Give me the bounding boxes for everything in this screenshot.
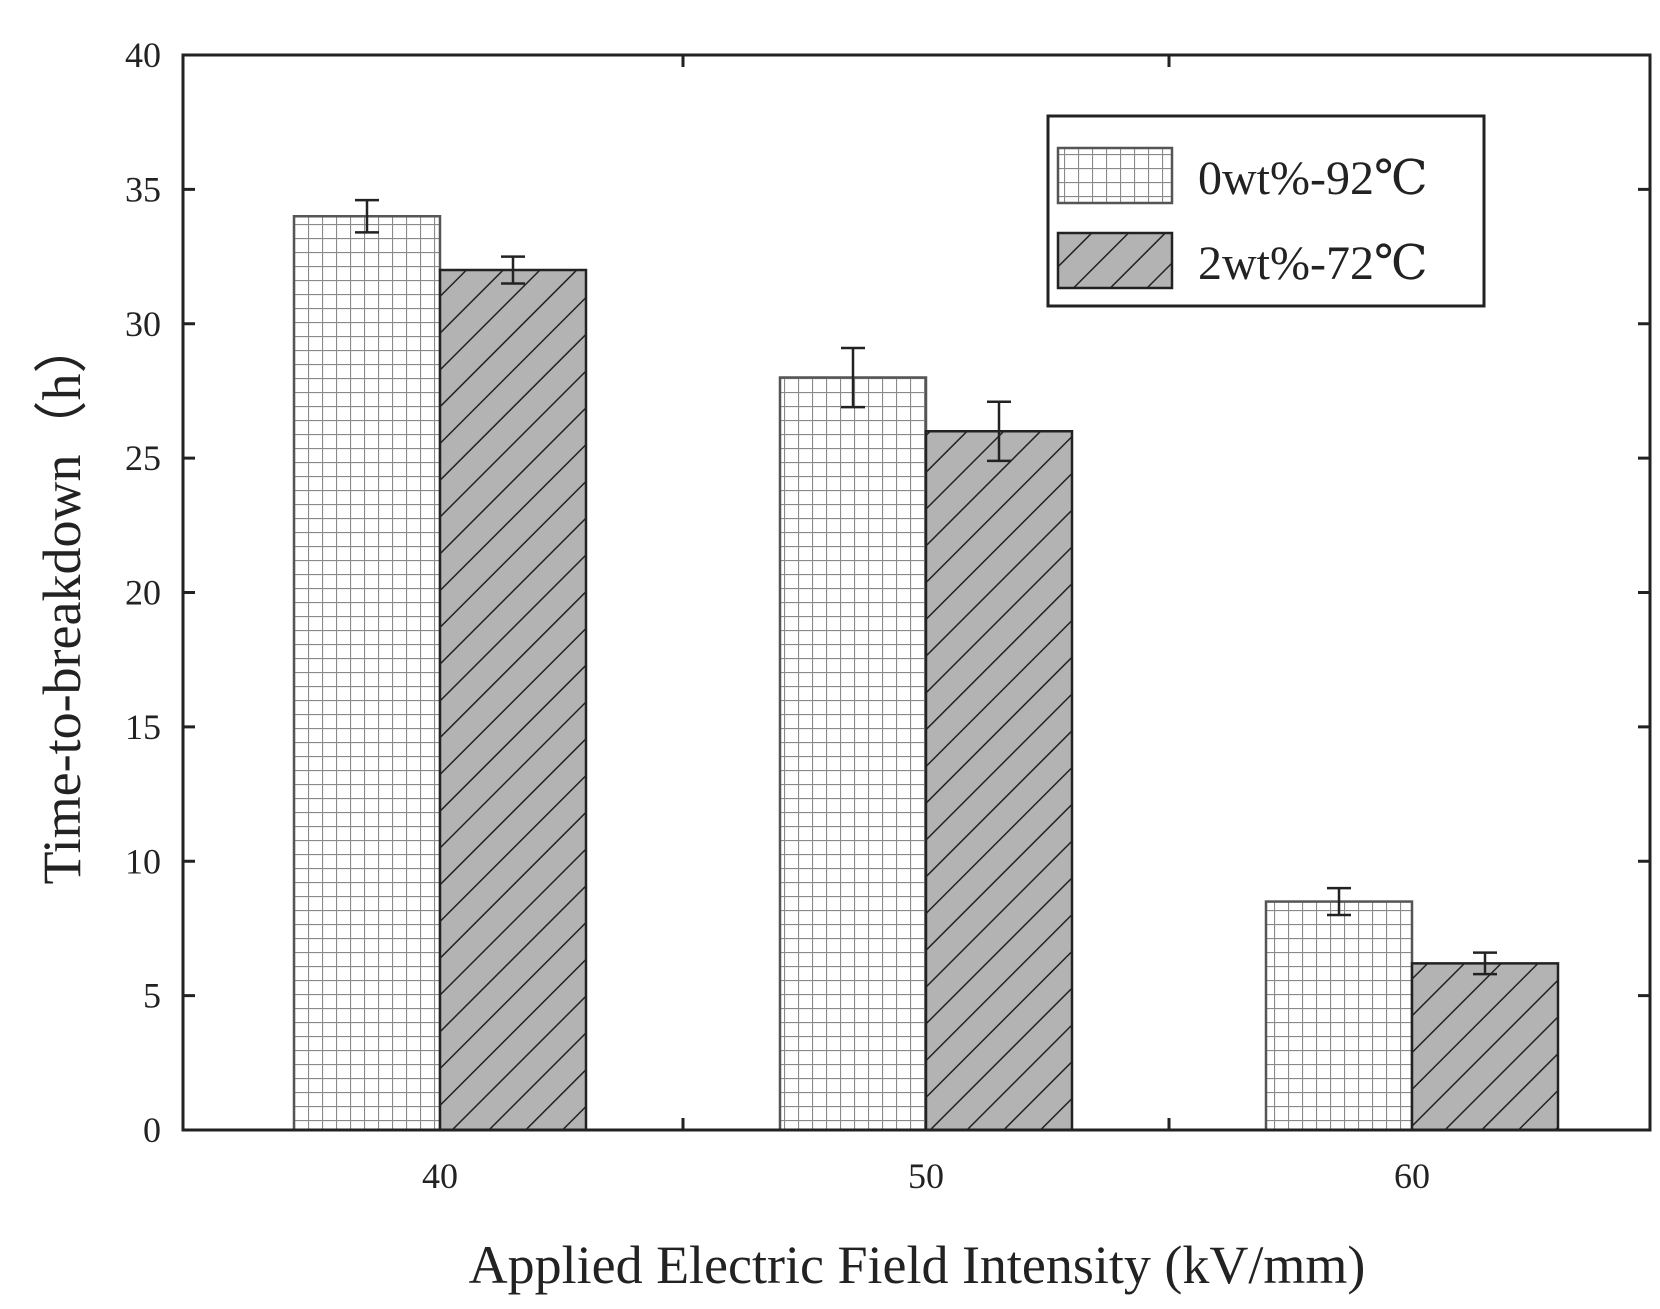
legend-swatch-0 — [1056, 146, 1174, 205]
x-tick-label-60: 60 — [1394, 1156, 1430, 1196]
axes-layer: 0 5 10 15 20 25 30 35 40 40 50 60 — [125, 35, 1652, 1196]
bar-series1-40 — [292, 215, 442, 1132]
y-tick-label-40: 40 — [125, 35, 161, 75]
y-tick-label-20: 20 — [125, 573, 161, 613]
bar-series1-60 — [1264, 900, 1414, 1132]
x-tick-label-50: 50 — [908, 1156, 944, 1196]
error-bar-series2-60 — [1473, 951, 1497, 976]
bars-layer — [292, 215, 1560, 1132]
bar-series2-60 — [1410, 962, 1560, 1132]
bar-series1-50 — [778, 376, 928, 1132]
y-tick-label-35: 35 — [125, 169, 161, 209]
y-tick-label-5: 5 — [143, 976, 161, 1016]
y-axis-title: Time-to-breakdown（h） — [32, 320, 92, 885]
legend-label-1: 2wt%-72℃ — [1198, 237, 1428, 290]
bar-series2-50 — [924, 430, 1074, 1132]
legend-swatch-1 — [1056, 231, 1174, 290]
y-tick-label-30: 30 — [125, 304, 161, 344]
error-bar-series1-60 — [1327, 886, 1351, 917]
x-tick-label-40: 40 — [422, 1156, 458, 1196]
error-bar-series2-50 — [987, 400, 1011, 463]
x-axis-title: Applied Electric Field Intensity (kV/mm) — [469, 1235, 1366, 1295]
error-bars-layer — [355, 198, 1497, 976]
error-bar-series2-40 — [501, 255, 525, 285]
legend: 0wt%-92℃ 2wt%-72℃ — [1046, 114, 1486, 308]
legend-label-0: 0wt%-92℃ — [1198, 152, 1428, 205]
error-bar-series1-50 — [841, 346, 865, 409]
y-tick-label-0: 0 — [143, 1110, 161, 1150]
bar-series2-40 — [438, 268, 588, 1132]
y-tick-label-25: 25 — [125, 438, 161, 478]
error-bar-series1-40 — [355, 198, 379, 234]
y-tick-label-10: 10 — [125, 841, 161, 881]
y-tick-label-15: 15 — [125, 707, 161, 747]
